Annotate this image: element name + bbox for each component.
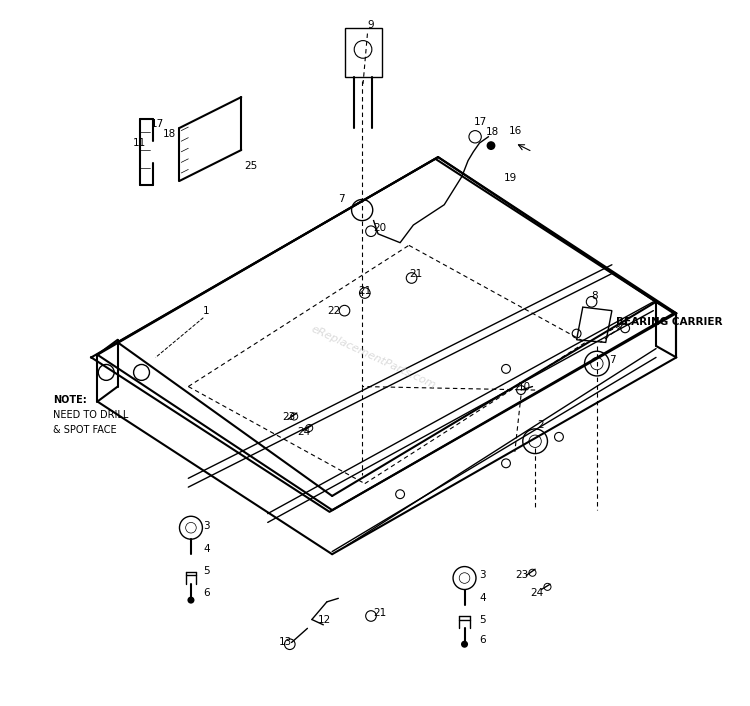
Text: 11: 11: [133, 138, 146, 148]
Text: 3: 3: [203, 521, 210, 531]
Text: 5: 5: [203, 566, 210, 576]
Text: & SPOT FACE: & SPOT FACE: [53, 425, 117, 436]
Text: 13: 13: [279, 638, 292, 647]
Text: 1: 1: [203, 306, 210, 316]
Bar: [344, 28, 382, 77]
Text: 21: 21: [409, 268, 422, 279]
Text: 23: 23: [283, 412, 296, 421]
Text: 3: 3: [479, 570, 486, 580]
Text: 24: 24: [297, 427, 310, 438]
Text: 6: 6: [479, 635, 486, 645]
Text: 18: 18: [163, 129, 176, 139]
Text: 25: 25: [244, 161, 257, 171]
Text: 4: 4: [479, 593, 486, 604]
Text: 20: 20: [374, 222, 387, 233]
Text: 7: 7: [609, 355, 616, 365]
Text: 18: 18: [486, 127, 499, 138]
Text: 17: 17: [473, 116, 487, 127]
Circle shape: [188, 597, 194, 604]
Text: 4: 4: [203, 544, 210, 554]
Text: 22: 22: [327, 306, 340, 316]
Text: 9: 9: [368, 20, 374, 30]
Text: 21: 21: [374, 609, 387, 618]
Text: 12: 12: [318, 614, 332, 625]
Text: 17: 17: [150, 119, 164, 128]
Text: 10: 10: [518, 381, 530, 392]
Circle shape: [487, 141, 496, 150]
Text: 5: 5: [479, 614, 486, 625]
Circle shape: [461, 641, 468, 648]
Text: 16: 16: [509, 126, 522, 136]
Text: NEED TO DRILL: NEED TO DRILL: [53, 410, 129, 420]
Text: 24: 24: [530, 588, 543, 598]
Text: 7: 7: [338, 193, 345, 203]
Text: 2: 2: [537, 420, 544, 431]
Text: 19: 19: [503, 173, 517, 184]
Text: 23: 23: [514, 570, 528, 580]
Text: 6: 6: [203, 588, 210, 598]
Text: NOTE:: NOTE:: [53, 395, 87, 405]
Text: 8: 8: [592, 291, 598, 301]
Text: 21: 21: [358, 286, 372, 297]
Text: eReplacementParts.com: eReplacementParts.com: [310, 324, 437, 390]
Text: BEARING CARRIER: BEARING CARRIER: [616, 317, 723, 327]
